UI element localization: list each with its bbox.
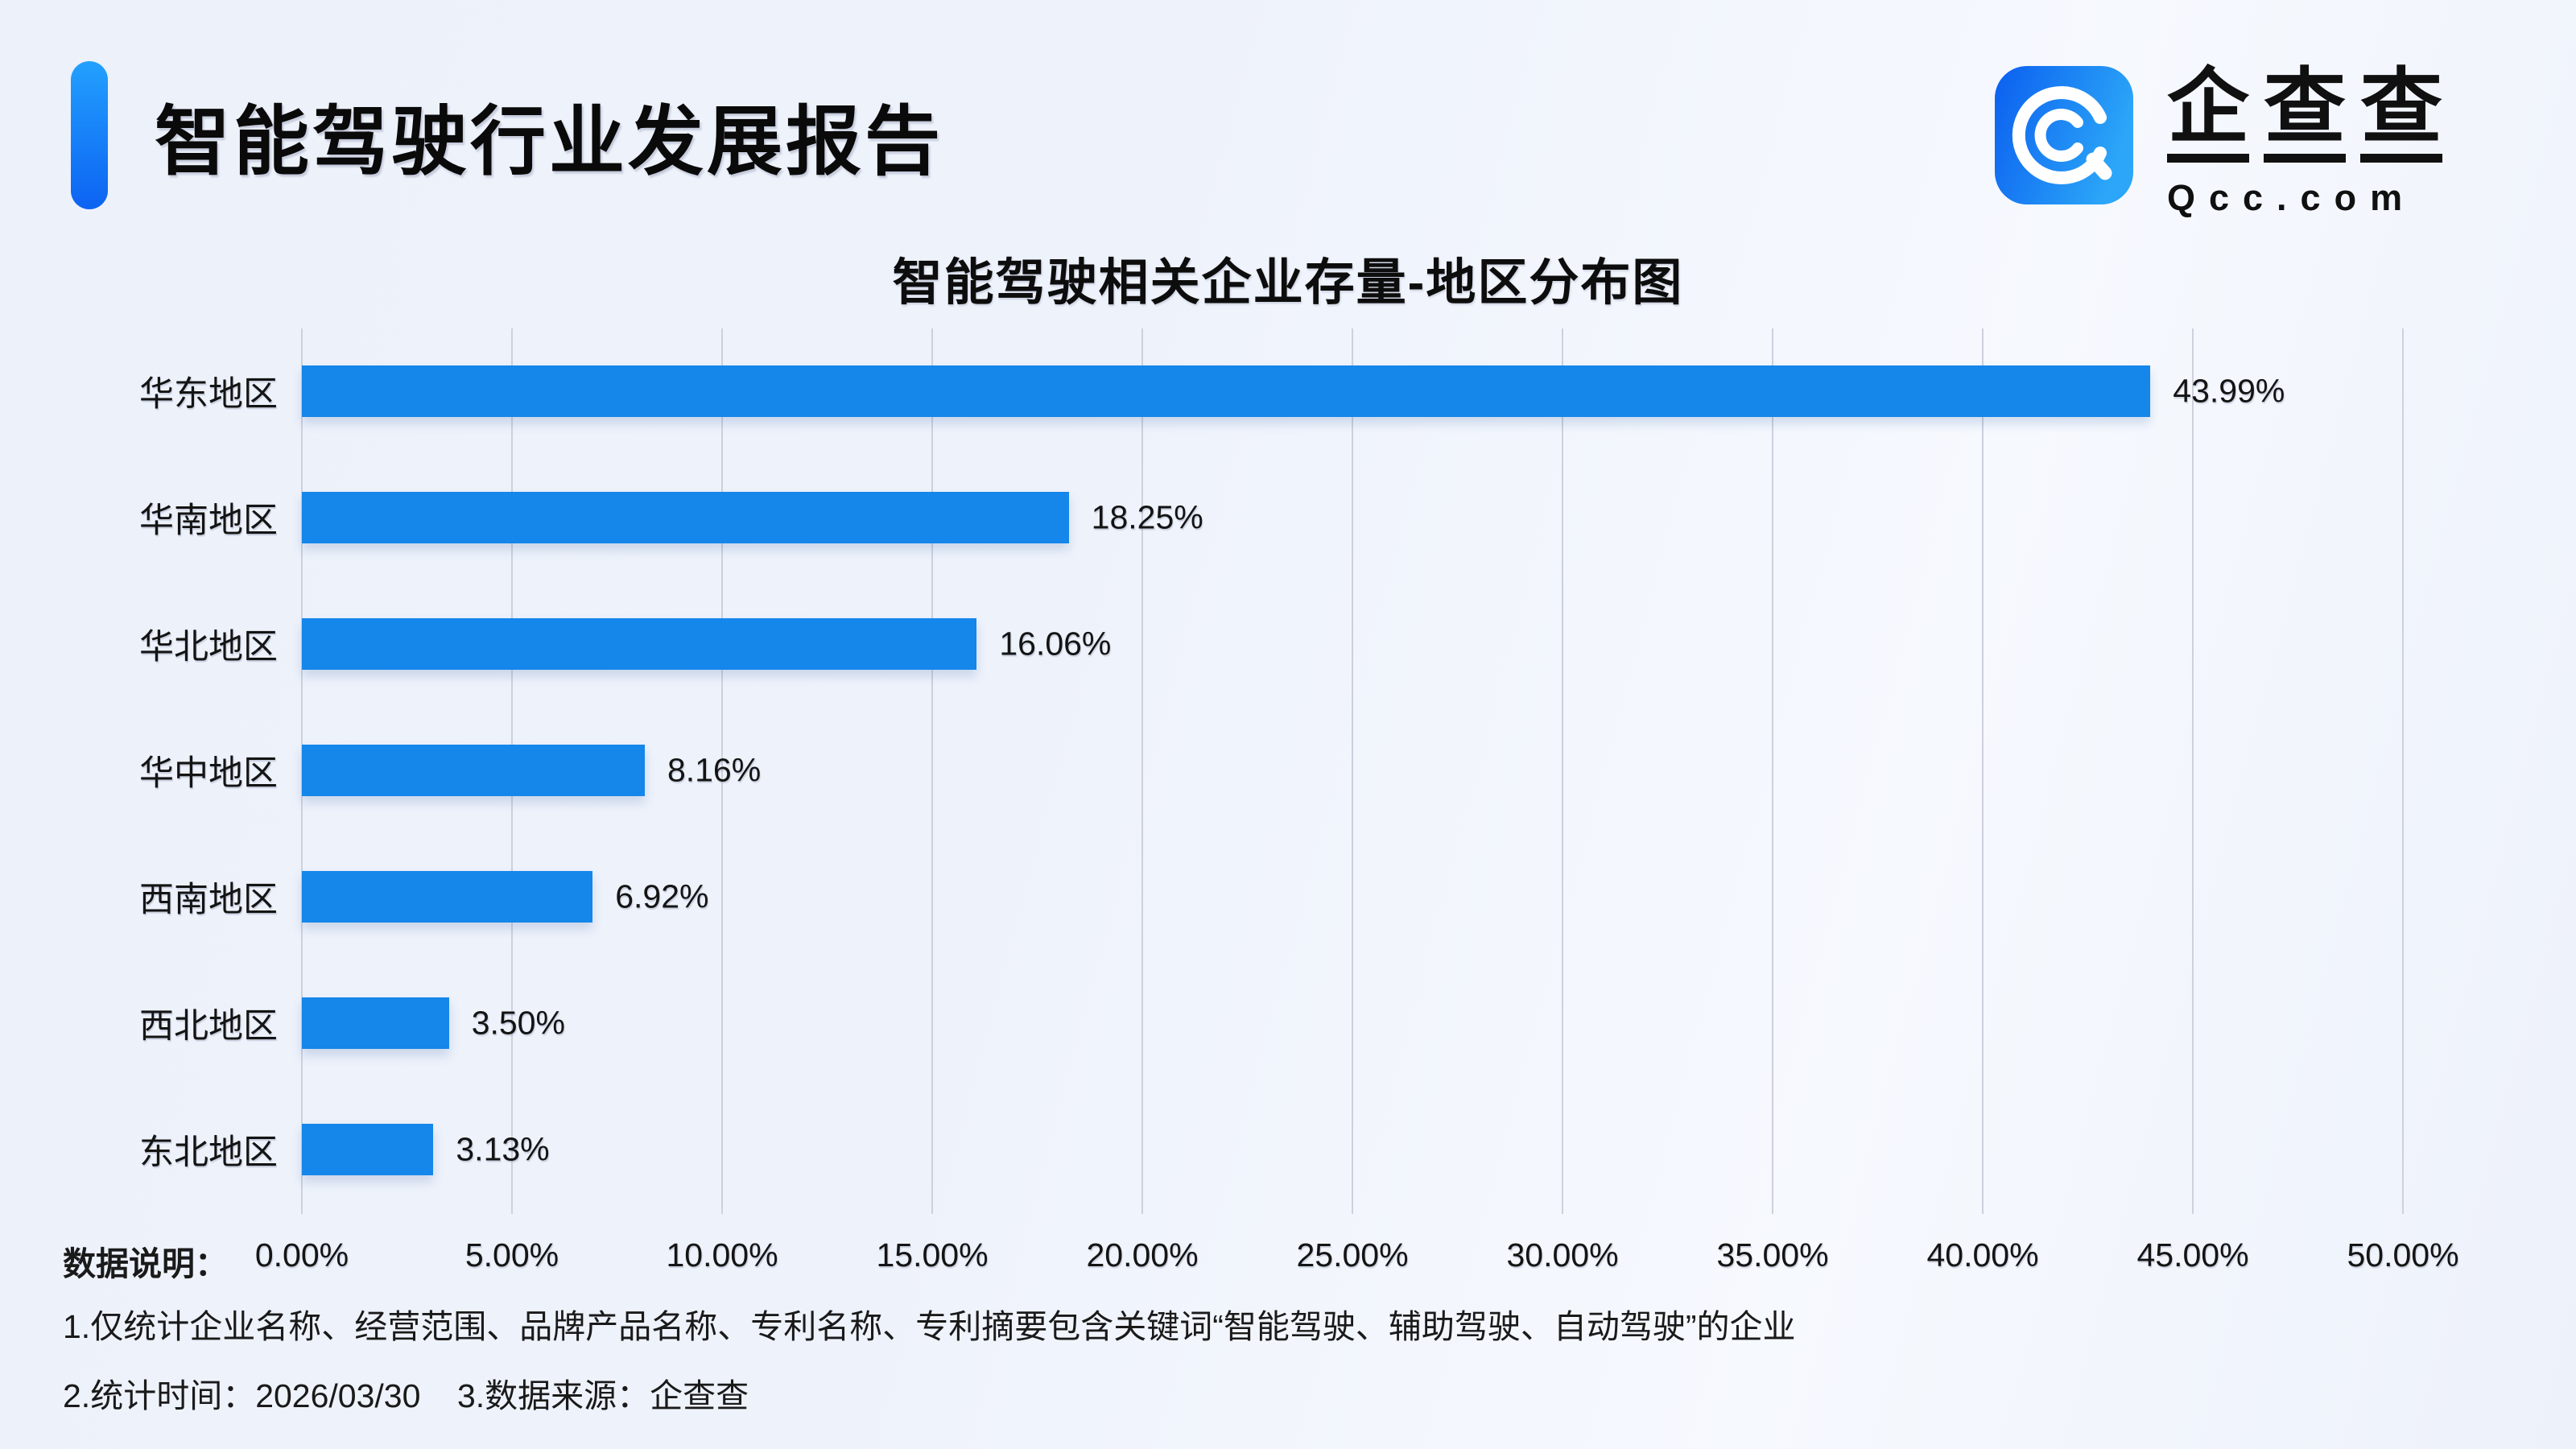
- gridline: [1141, 328, 1143, 1214]
- category-label: 华中地区: [139, 754, 278, 793]
- category-label: 华南地区: [139, 502, 278, 540]
- chart-title: 智能驾驶相关企业存量-地区分布图: [892, 255, 1684, 311]
- category-label: 东北地区: [139, 1133, 278, 1172]
- x-axis-tick-label: 30.00%: [1506, 1236, 1619, 1274]
- category-label: 华北地区: [139, 628, 278, 667]
- gridline: [1562, 328, 1563, 1214]
- bar-row: 华南地区 18.25%: [139, 492, 2403, 543]
- x-axis-tick-label: 25.00%: [1296, 1236, 1409, 1274]
- bar-row: 西南地区 6.92%: [139, 871, 2403, 923]
- category-label: 华东地区: [139, 375, 278, 414]
- gridline: [721, 328, 723, 1214]
- x-axis-tick-label: 35.00%: [1716, 1236, 1829, 1274]
- value-label: 43.99%: [2173, 372, 2285, 410]
- bar: [302, 745, 645, 796]
- x-axis-tick-label: 5.00%: [464, 1236, 559, 1274]
- x-axis-tick-label: 40.00%: [1926, 1236, 2039, 1274]
- note-line: 1.仅统计企业名称、经营范围、品牌产品名称、专利名称、专利摘要包含关键词“智能驾…: [63, 1308, 1796, 1345]
- notes-label: 数据说明：: [63, 1245, 228, 1282]
- value-label: 3.50%: [471, 1004, 565, 1042]
- x-axis-tick-label: 0.00%: [254, 1236, 349, 1274]
- x-axis-tick-label: 15.00%: [876, 1236, 989, 1274]
- brand-char: 查: [2360, 66, 2442, 163]
- note-line: 2.统计时间：2026/03/30 3.数据来源：企查查: [63, 1377, 749, 1414]
- qcc-logo-text: 企 查 查 Qcc.com: [2167, 66, 2442, 219]
- gridline: [2192, 328, 2194, 1214]
- category-label: 西南地区: [139, 881, 278, 919]
- bar-row: 华中地区 8.16%: [139, 745, 2403, 796]
- bar-row: 西北地区 3.50%: [139, 997, 2403, 1049]
- bar-row: 东北地区 3.13%: [139, 1124, 2403, 1175]
- brand-char: 查: [2264, 66, 2346, 163]
- value-label: 16.06%: [999, 625, 1112, 663]
- value-label: 8.16%: [667, 751, 762, 789]
- bar: [302, 618, 977, 670]
- bar: [302, 1124, 434, 1175]
- gridline: [931, 328, 933, 1214]
- x-axis-tick-label: 45.00%: [2136, 1236, 2249, 1274]
- x-axis-tick-label: 50.00%: [2347, 1236, 2459, 1274]
- bar: [302, 997, 449, 1049]
- value-label: 6.92%: [615, 877, 709, 915]
- bar: [302, 365, 2151, 417]
- category-label: 西北地区: [139, 1007, 278, 1046]
- bar: [302, 492, 1069, 543]
- bar-row: 华北地区 16.06%: [139, 618, 2403, 670]
- title-accent-bar: [71, 61, 108, 209]
- gridline: [1982, 328, 1984, 1214]
- bar-row: 华东地区 43.99%: [139, 365, 2403, 417]
- brand-char: 企: [2167, 66, 2249, 163]
- gridline: [1352, 328, 1353, 1214]
- qcc-brand-text: 企 查 查: [2167, 66, 2442, 163]
- bar: [302, 871, 593, 923]
- qcc-domain-text: Qcc.com: [2167, 177, 2417, 218]
- value-label: 3.13%: [456, 1130, 550, 1168]
- qcc-logo: 企 查 查 Qcc.com: [1995, 66, 2442, 219]
- x-axis-tick-label: 20.00%: [1086, 1236, 1199, 1274]
- x-axis-tick-label: 10.00%: [666, 1236, 778, 1274]
- report-title: 智能驾驶行业发展报告: [155, 99, 944, 184]
- gridline: [2402, 328, 2404, 1214]
- bar-chart: 0.00% 5.00% 10.00% 15.00% 20.00% 25.00% 30.00%…: [139, 328, 2459, 1274]
- gridline: [1772, 328, 1773, 1214]
- qcc-magnifier-icon: [1995, 66, 2133, 204]
- report-header: 智能驾驶行业发展报告: [71, 61, 943, 209]
- value-label: 18.25%: [1091, 498, 1203, 536]
